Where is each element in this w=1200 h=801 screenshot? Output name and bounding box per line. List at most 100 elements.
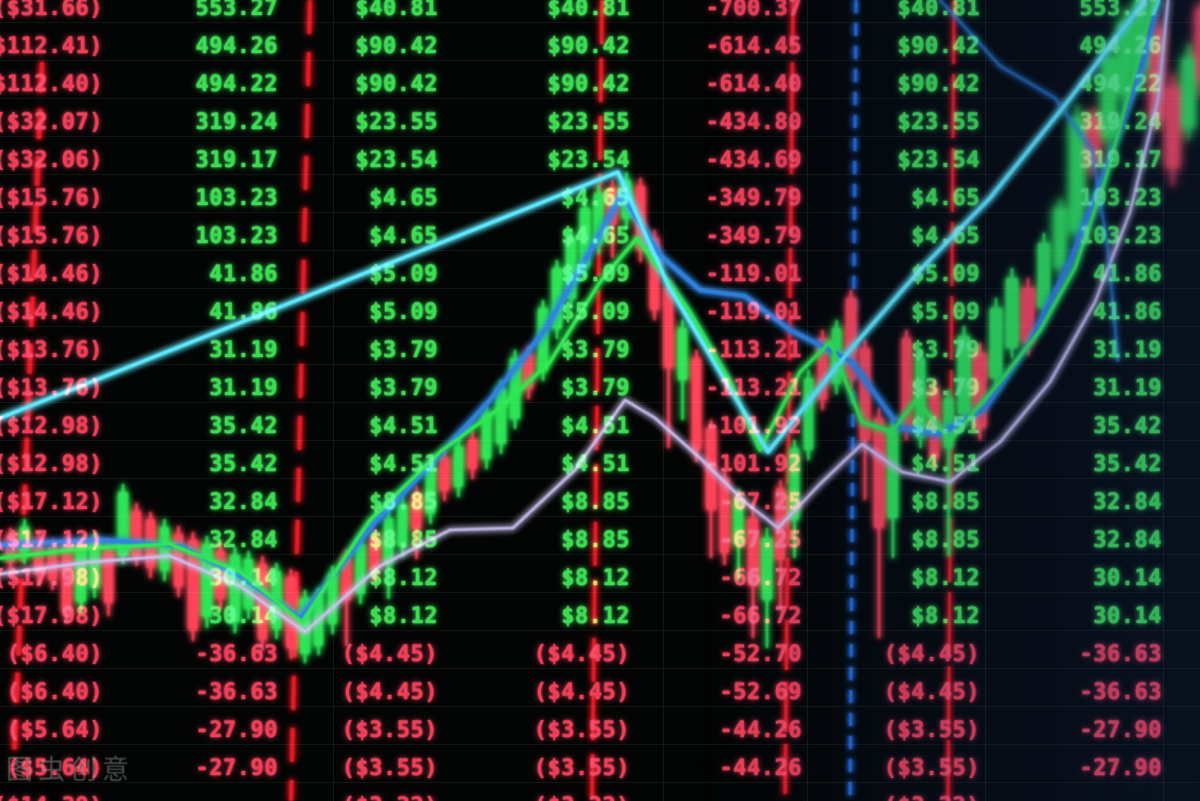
quote-cell: ($32.06) — [0, 148, 103, 173]
grid-row-line — [0, 516, 1200, 517]
quote-cell: $90.42 — [355, 34, 438, 59]
quote-cell: ($4.45) — [533, 642, 630, 667]
quote-cell: 35.42 — [209, 452, 278, 477]
quote-cell: 494.22 — [195, 72, 278, 97]
quote-cell: ($3.55) — [883, 756, 980, 781]
quote-cell: $23.55 — [355, 110, 438, 135]
grid-col-line — [1163, 0, 1164, 801]
grid-row-line — [0, 326, 1200, 327]
quote-cell: $4.51 — [911, 452, 980, 477]
quote-cell: ($12.98) — [0, 452, 103, 477]
grid-row-line — [0, 364, 1200, 365]
quote-cell: ($32.07) — [0, 110, 103, 135]
grid-row-line — [0, 592, 1200, 593]
quote-cell: ($15.76) — [0, 224, 103, 249]
quote-cell: 319.17 — [195, 148, 278, 173]
quote-cell: ($4.45) — [883, 642, 980, 667]
quote-cell: -27.90 — [1079, 718, 1162, 743]
quote-cell: 30.14 — [1093, 566, 1162, 591]
quote-cell: -614.45 — [705, 34, 802, 59]
quote-cell: $23.55 — [547, 110, 630, 135]
quote-cell: $3.79 — [561, 376, 630, 401]
quote-cell: $3.79 — [369, 376, 438, 401]
quote-cell: 319.24 — [195, 110, 278, 135]
quote-cell: $40.81 — [897, 0, 980, 21]
lavender-ma-line — [0, 0, 1170, 634]
quote-cell: ($3.55) — [533, 718, 630, 743]
quote-cell: ($3.55) — [533, 756, 630, 781]
quote-cell: 41.86 — [209, 262, 278, 287]
quote-cell: 31.19 — [209, 376, 278, 401]
grid-row-line — [0, 440, 1200, 441]
quote-cell: $5.09 — [369, 300, 438, 325]
quote-cell: $4.65 — [369, 186, 438, 211]
quote-cell: -27.90 — [195, 718, 278, 743]
quote-cell: ($14.46) — [0, 262, 103, 287]
quote-cell: ($15.76) — [0, 186, 103, 211]
quote-cell: -101.92 — [705, 452, 802, 477]
quote-cell: 32.84 — [1093, 490, 1162, 515]
quote-cell: 103.23 — [195, 224, 278, 249]
quote-cell: $90.42 — [355, 72, 438, 97]
quote-cell: -27.90 — [195, 756, 278, 781]
quote-cell: ($3.55) — [341, 756, 438, 781]
grid-row-line — [0, 782, 1200, 783]
quote-cell: ($4.45) — [883, 680, 980, 705]
quote-cell: ($14.46) — [0, 300, 103, 325]
quote-cell: 32.84 — [1093, 528, 1162, 553]
quote-cell: $8.12 — [369, 604, 438, 629]
watermark: 图虫创意 — [6, 755, 134, 786]
grid-row-line — [0, 478, 1200, 479]
quote-cell: 553.27 — [195, 0, 278, 21]
quote-cell: 35.42 — [1093, 452, 1162, 477]
green-ma-line — [0, 0, 1156, 624]
quote-cell: $8.12 — [911, 566, 980, 591]
quote-cell: 35.42 — [209, 414, 278, 439]
quote-cell: $4.65 — [369, 224, 438, 249]
quote-cell: $8.85 — [911, 490, 980, 515]
blue-ma-line — [0, 0, 1161, 621]
quote-cell: -36.63 — [195, 642, 278, 667]
quote-cell: 494.26 — [195, 34, 278, 59]
quote-cell: $23.54 — [547, 148, 630, 173]
quote-cell: ($4.45) — [341, 680, 438, 705]
quote-cell: -44.26 — [719, 756, 802, 781]
quote-cell: ($14.39) — [0, 794, 103, 801]
quote-cell: -119.01 — [705, 262, 802, 287]
quote-cell: -614.40 — [705, 72, 802, 97]
quote-cell: ($112.40) — [0, 72, 103, 97]
grid-row-line — [0, 630, 1200, 631]
candles — [6, 172, 1050, 663]
quote-cell: ($5.64) — [6, 756, 103, 781]
quote-cell: $5.09 — [911, 300, 980, 325]
quote-cell: $90.42 — [897, 72, 980, 97]
quote-cell: 31.19 — [1093, 338, 1162, 363]
quote-cell: -44.26 — [719, 718, 802, 743]
grid-row-line — [0, 744, 1200, 745]
quote-cell: $23.55 — [897, 110, 980, 135]
blue2-ma-line — [938, 0, 1120, 362]
quote-cell: $40.81 — [547, 0, 630, 21]
quote-cell: $90.42 — [547, 72, 630, 97]
quote-cell: $3.79 — [369, 338, 438, 363]
quote-cell: 41.86 — [1093, 300, 1162, 325]
grid-row-line — [0, 402, 1200, 403]
quote-cell: 103.23 — [195, 186, 278, 211]
quote-cell: -349.79 — [705, 186, 802, 211]
quote-cell: -349.79 — [705, 224, 802, 249]
quote-cell: -36.63 — [1079, 680, 1162, 705]
quote-cell: $8.12 — [911, 604, 980, 629]
quote-cell: ($4.45) — [341, 642, 438, 667]
quote-cell: ($3.22) — [534, 794, 630, 801]
quote-cell: $8.12 — [369, 566, 438, 591]
grid-row-line — [0, 706, 1200, 707]
quote-cell: $23.54 — [355, 148, 438, 173]
grid-row-line — [0, 668, 1200, 669]
quote-cell: $90.42 — [547, 34, 630, 59]
quote-cell: ($3.22) — [884, 794, 980, 801]
quote-cell: 35.42 — [1093, 414, 1162, 439]
quote-cell: ($4.45) — [533, 680, 630, 705]
quote-cell: $5.09 — [561, 300, 630, 325]
grid-row-line — [0, 554, 1200, 555]
